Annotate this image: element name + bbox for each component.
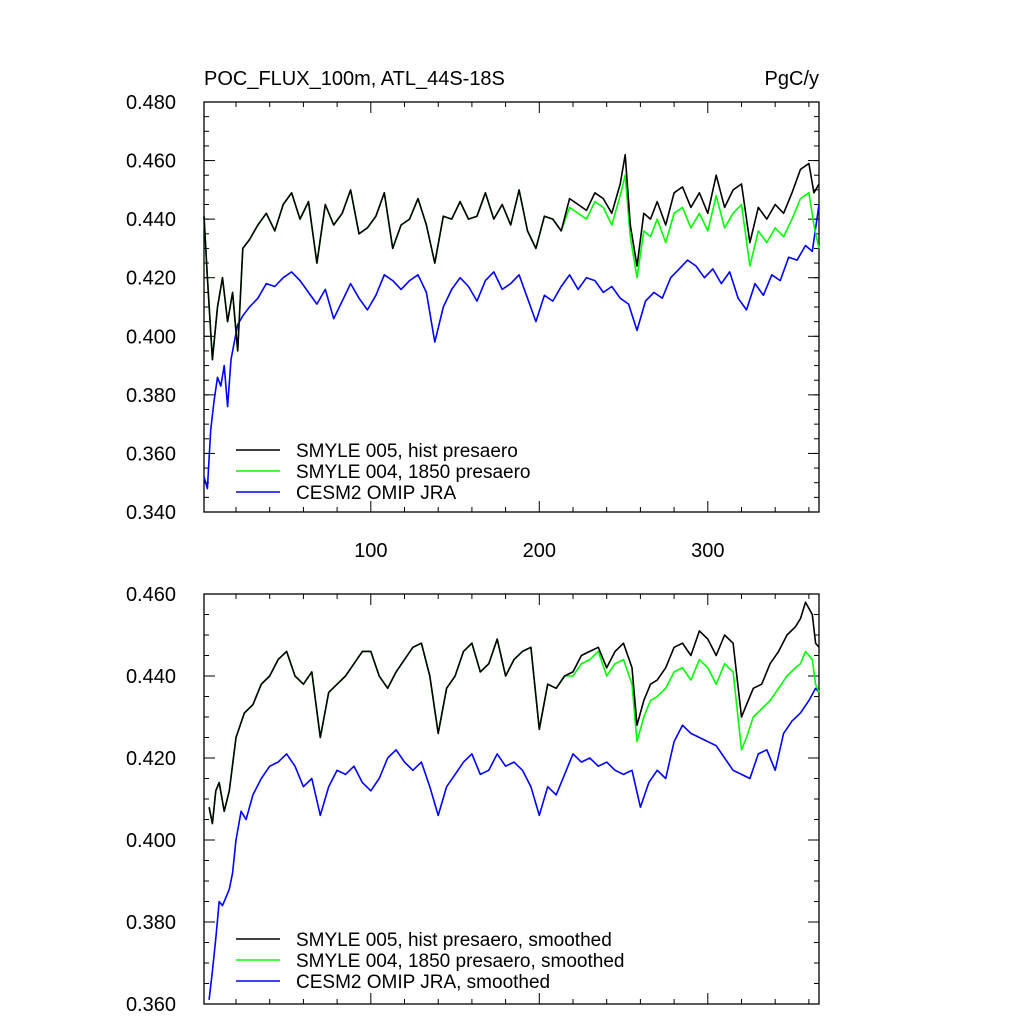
chart-title: POC_FLUX_100m, ATL_44S-18S [204, 68, 505, 90]
y-tick-label: 0.440 [126, 209, 176, 231]
series-line [203, 153, 820, 361]
legend-label: CESM2 OMIP JRA, smoothed [296, 972, 550, 993]
y-tick-label: 0.340 [126, 502, 176, 524]
y-tick-label: 0.460 [126, 151, 176, 173]
y-tick-label: 0.420 [126, 748, 176, 770]
x-tick-label: 300 [691, 540, 724, 562]
y-tick-label: 0.440 [126, 666, 176, 688]
legend-label: CESM2 OMIP JRA [296, 483, 456, 504]
chart-units: PgC/y [765, 68, 819, 90]
legend-label: SMYLE 004, 1850 presaero [296, 462, 531, 483]
panel-bottom: 0.360 0.380 0.400 0.420 0.440 0.460 SMYLE 005,… [126, 584, 820, 1016]
series-line [208, 687, 820, 1000]
legend-label: SMYLE 005, hist presaero [296, 441, 518, 462]
x-tick-label: 200 [523, 540, 556, 562]
y-tick-label: 0.460 [126, 584, 176, 606]
series-line [208, 638, 820, 825]
legend-label: SMYLE 004, 1850 presaero, smoothed [296, 951, 624, 972]
y-tick-label: 0.420 [126, 268, 176, 290]
panel-top: POC_FLUX_100m, ATL_44S-18S PgC/y 0.340 0.… [126, 68, 820, 562]
series-line [208, 601, 820, 825]
y-tick-label: 0.360 [126, 994, 176, 1016]
y-tick-label: 0.380 [126, 385, 176, 407]
y-tick-label: 0.360 [126, 443, 176, 465]
y-tick-label: 0.400 [126, 830, 176, 852]
y-tick-label: 0.380 [126, 912, 176, 934]
x-tick-label: 100 [354, 540, 387, 562]
series-line [203, 204, 820, 490]
y-tick-label: 0.480 [126, 92, 176, 114]
legend-label: SMYLE 005, hist presaero, smoothed [296, 930, 612, 951]
y-tick-label: 0.400 [126, 326, 176, 348]
